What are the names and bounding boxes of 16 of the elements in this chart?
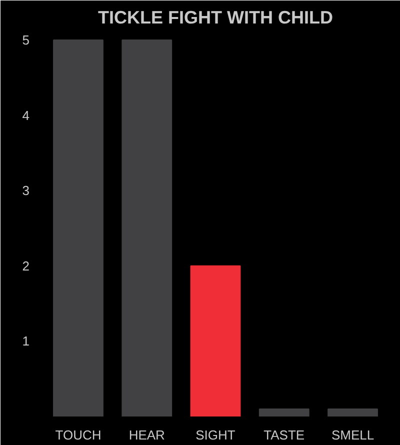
x-tick-label: SMELL bbox=[331, 428, 374, 442]
x-tick-label: TASTE bbox=[264, 428, 305, 442]
x-tick-label: SIGHT bbox=[196, 428, 236, 442]
x-tick-label: HEAR bbox=[128, 428, 165, 442]
bar bbox=[190, 265, 241, 416]
bar bbox=[122, 40, 172, 416]
y-tick-label: 5 bbox=[22, 32, 30, 48]
bar bbox=[328, 408, 378, 416]
y-tick-label: 3 bbox=[22, 183, 30, 198]
bar bbox=[53, 40, 104, 416]
bar bbox=[258, 408, 310, 416]
y-tick-label: 4 bbox=[22, 108, 30, 123]
x-tick-label: TOUCH bbox=[55, 428, 102, 442]
y-tick-label: 1 bbox=[22, 334, 30, 349]
y-tick-label: 2 bbox=[22, 258, 30, 274]
chart-title: TICKLE FIGHT WITH CHILD bbox=[98, 8, 333, 28]
